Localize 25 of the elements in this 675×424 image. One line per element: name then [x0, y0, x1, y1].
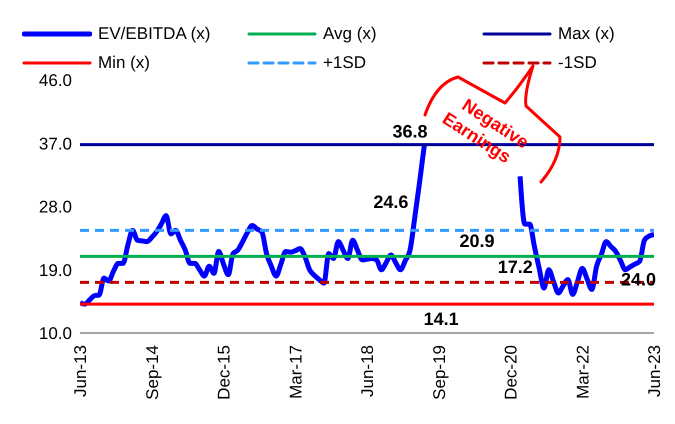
- x-tick-label: Jun-23: [645, 345, 664, 397]
- annotation: 20.9: [459, 231, 495, 252]
- y-tick-label: 46.0: [38, 71, 72, 90]
- annotation: 14.1: [424, 308, 459, 329]
- x-tick-label: Dec-15: [214, 345, 234, 400]
- annotation: 36.8: [392, 121, 428, 142]
- y-tick-label: 37.0: [38, 134, 72, 154]
- x-tick-label: Jun-13: [71, 345, 90, 397]
- x-tick-label: Sep-19: [430, 345, 449, 400]
- legend-label: Avg (x): [323, 24, 377, 44]
- y-tick-label: 19.0: [38, 260, 72, 280]
- legend-label: -1SD: [558, 52, 597, 72]
- legend-label: EV/EBITDA (x): [98, 24, 210, 44]
- x-tick-label: Mar-22: [573, 345, 592, 399]
- annotation: 24.6: [373, 192, 408, 212]
- legend-label: +1SD: [323, 52, 366, 72]
- legend-label: Max (x): [558, 24, 615, 44]
- annotation: 17.2: [498, 257, 533, 278]
- legend-label: Min (x): [98, 52, 150, 72]
- x-tick-label: Sep-14: [142, 345, 162, 400]
- x-tick-label: Jun-18: [358, 345, 378, 397]
- y-tick-label: 28.0: [38, 198, 72, 217]
- y-tick-label: 10.0: [38, 324, 72, 344]
- x-tick-label: Dec-20: [502, 345, 521, 400]
- x-tick-label: Mar-17: [286, 345, 306, 399]
